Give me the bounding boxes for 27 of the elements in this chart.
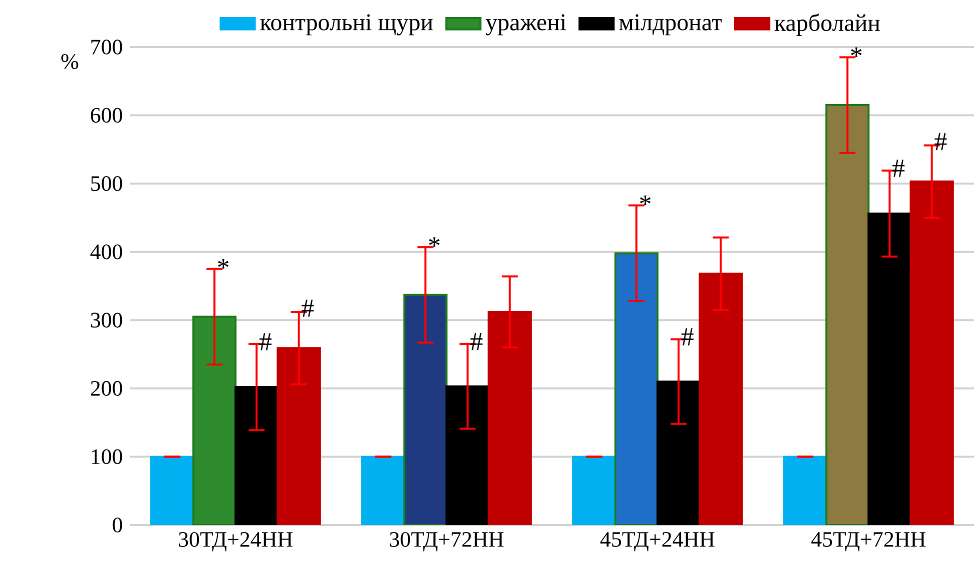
y-tick-label: 500: [91, 176, 122, 191]
y-tick-label: 400: [90, 244, 122, 260]
y-tick-label: 0: [112, 518, 122, 532]
legend-label: уражені: [486, 14, 566, 36]
data-label: *: [640, 196, 651, 206]
data-label: #: [934, 133, 947, 150]
data-label: #: [470, 333, 483, 350]
x-tick-label: 45ТД+72НН: [811, 532, 926, 552]
legend-label: карболайн: [774, 14, 880, 36]
data-label: *: [218, 259, 229, 269]
y-tick-label: 600: [90, 108, 122, 123]
y-tick-label: 200: [90, 381, 122, 396]
y-tick-label: 300: [91, 312, 122, 328]
x-tick-label: 30ТД+24НН: [178, 532, 292, 552]
y-tick-label: 700: [91, 40, 122, 54]
data-label: #: [259, 333, 272, 350]
x-tick-label: 45ТД+24НН: [600, 532, 714, 552]
data-label: #: [892, 160, 905, 177]
data-label: #: [302, 300, 314, 317]
data-label: #: [681, 328, 694, 346]
data-label: *: [429, 237, 440, 247]
data-label: *: [851, 47, 862, 57]
x-tick-label: 30ТД+72НН: [390, 532, 504, 552]
legend-label: контрольні щури: [260, 14, 433, 36]
legend-label: мілдронат: [619, 14, 722, 36]
y-axis-title: %: [61, 54, 78, 69]
y-tick-label: 100: [92, 449, 122, 464]
